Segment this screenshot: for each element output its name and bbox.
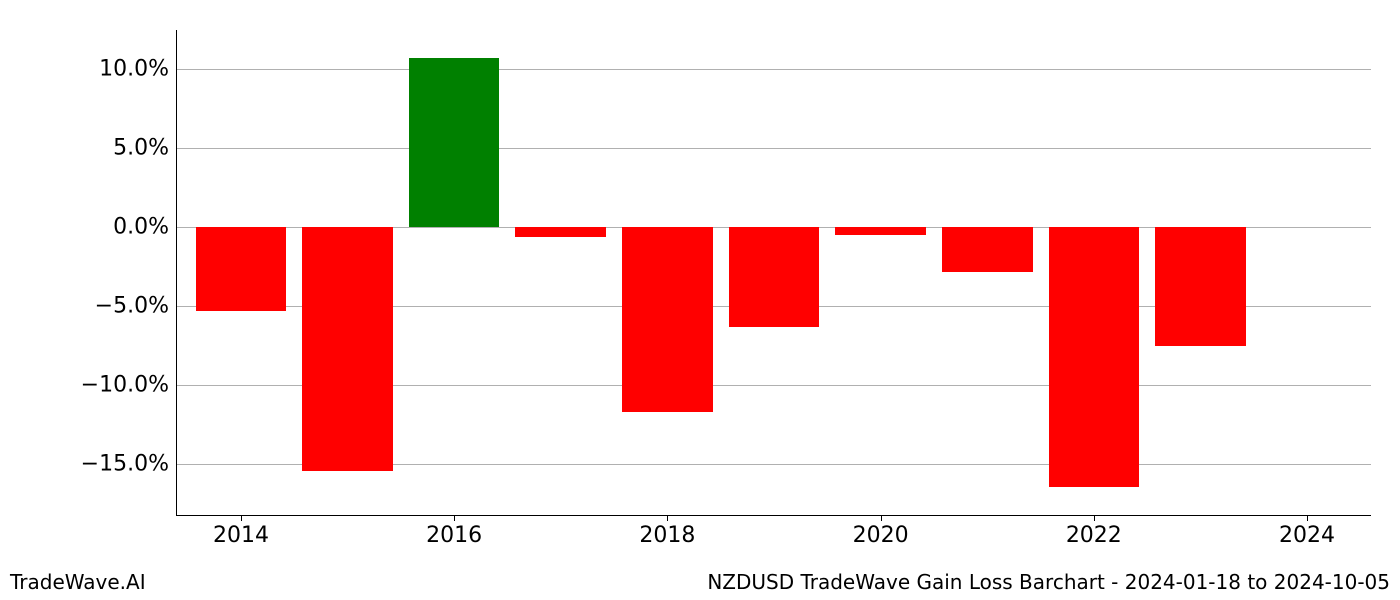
bar <box>942 227 1033 271</box>
y-tick-label: −15.0% <box>81 452 177 477</box>
x-tick-label: 2022 <box>1066 515 1122 548</box>
x-tick-label: 2014 <box>213 515 269 548</box>
y-tick-label: −10.0% <box>81 373 177 398</box>
x-tick-label: 2020 <box>853 515 909 548</box>
bar <box>409 58 500 227</box>
y-tick-label: −5.0% <box>95 294 177 319</box>
bar <box>302 227 393 470</box>
x-tick-label: 2024 <box>1279 515 1335 548</box>
bar <box>196 227 287 311</box>
bar <box>515 227 606 236</box>
x-tick-label: 2018 <box>639 515 695 548</box>
x-tick-label: 2016 <box>426 515 482 548</box>
y-gridline <box>177 69 1371 70</box>
y-tick-label: 5.0% <box>113 136 177 161</box>
y-gridline <box>177 148 1371 149</box>
bar <box>1049 227 1140 486</box>
bar <box>1155 227 1246 345</box>
footer-title: NZDUSD TradeWave Gain Loss Barchart - 20… <box>707 570 1390 594</box>
plot-area: −15.0%−10.0%−5.0%0.0%5.0%10.0%2014201620… <box>176 30 1371 516</box>
y-tick-label: 0.0% <box>113 215 177 240</box>
bar <box>622 227 713 412</box>
footer-brand: TradeWave.AI <box>10 570 146 594</box>
y-tick-label: 10.0% <box>99 57 177 82</box>
bar <box>835 227 926 235</box>
bar <box>729 227 820 327</box>
gain-loss-barchart: −15.0% −10.0% −5.0% 0.0% 5.0% 10.0% 2014 2016 20… <box>0 0 1400 600</box>
